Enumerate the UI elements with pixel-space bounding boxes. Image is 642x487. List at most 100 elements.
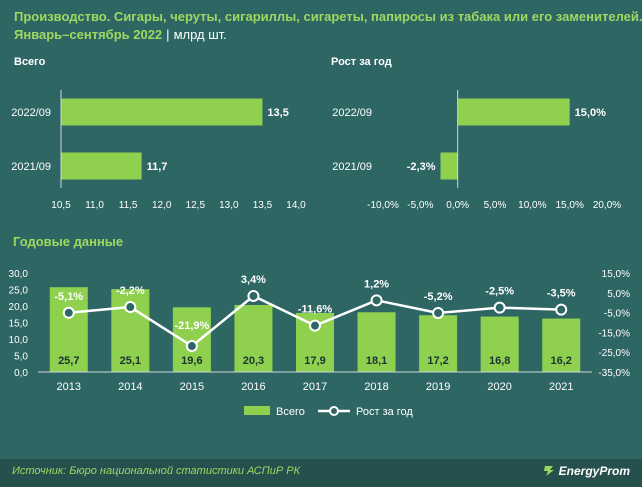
x-tick-label: 0,0% xyxy=(446,200,469,211)
growth-value-label: -3,5% xyxy=(547,288,576,300)
period-subtitle: Январь–сентябрь 2022 xyxy=(14,27,163,42)
bar-2015 xyxy=(172,307,211,372)
growth-value-label: -21,9% xyxy=(174,320,209,332)
bar-2013 xyxy=(49,287,88,372)
bar-2021/09 xyxy=(61,152,142,180)
y-right-tick-label: -15,0% xyxy=(598,328,630,339)
x-tick-label: 2020 xyxy=(487,381,511,393)
x-tick-label: 15,0% xyxy=(555,200,583,211)
bar-2022/09 xyxy=(457,98,570,126)
value-label: 11,7 xyxy=(147,161,168,173)
growth-value-label: -5,2% xyxy=(424,291,453,303)
header: Производство. Сигары, черуты, сигариллы,… xyxy=(0,0,642,46)
source-note: Источник: Бюро национальной статистики А… xyxy=(12,465,301,477)
x-tick-label: 2019 xyxy=(426,381,450,393)
category-label: 2021/09 xyxy=(11,161,51,173)
legend-line-marker xyxy=(329,406,339,416)
x-tick-label: 2017 xyxy=(303,381,327,393)
y-left-tick-label: 25,0 xyxy=(9,286,29,297)
growth-bar-chart: 2022/09 15,0% 2021/09 -2,3% -10,0% -5,0% 0,0% 5… xyxy=(332,90,621,211)
growth-point-2014 xyxy=(124,301,137,314)
brand-name: EnergyProm xyxy=(558,464,630,478)
bar-value-label: 25,1 xyxy=(120,355,141,367)
x-tick-label: 13,5 xyxy=(253,200,273,211)
separator: | xyxy=(166,27,170,42)
x-tick-label: 5,0% xyxy=(484,200,507,211)
bar-2021 xyxy=(542,318,581,372)
y-right-tick-label: -25,0% xyxy=(598,348,630,359)
growth-point-2013 xyxy=(62,306,75,319)
brand-logo: EnergyProm xyxy=(543,464,630,478)
y-right-tick-label: -35,0% xyxy=(598,368,630,379)
growth-value-label: 3,4% xyxy=(241,274,266,286)
bar-value-label: 25,7 xyxy=(58,355,79,367)
value-label: 15,0% xyxy=(575,107,606,119)
x-tick-label: 11,0 xyxy=(85,200,104,211)
legend-line-label: Рост за год xyxy=(356,406,413,418)
x-tick-label: 2013 xyxy=(57,381,81,393)
x-tick-label: 10,5 xyxy=(51,200,71,211)
growth-value-label: 1,2% xyxy=(364,278,389,290)
y-left-tick-label: 10,0 xyxy=(9,335,29,346)
x-tick-label: 10,0% xyxy=(518,200,546,211)
units-label: млрд шт. xyxy=(173,27,227,42)
growth-point-2015 xyxy=(185,340,198,353)
y-right-tick-label: -5,0% xyxy=(604,309,630,320)
annual-chart-title: Годовые данные xyxy=(13,234,124,249)
y-left-tick-label: 15,0 xyxy=(9,319,29,330)
x-tick-label: 2016 xyxy=(241,381,265,393)
y-right-tick-label: 15,0% xyxy=(602,269,630,280)
bar-value-label: 20,3 xyxy=(243,355,264,367)
x-tick-label: 2014 xyxy=(118,381,142,393)
x-tick-label: 13,0 xyxy=(219,200,239,211)
bar-2021/09 xyxy=(440,152,458,180)
legend-bar-label: Всего xyxy=(276,406,305,418)
growth-value-label: -11,6% xyxy=(298,304,332,316)
x-tick-label: 12,5 xyxy=(186,200,206,211)
bar-value-label: 19,6 xyxy=(181,355,202,367)
bar-value-label: 16,2 xyxy=(551,355,572,367)
y-left-tick-label: 20,0 xyxy=(9,302,29,313)
category-label: 2022/09 xyxy=(11,107,51,119)
bar-2020 xyxy=(480,316,519,372)
growth-value-label: -5,1% xyxy=(54,291,83,303)
x-tick-label: 12,0 xyxy=(152,200,172,211)
bar-2018 xyxy=(357,312,396,372)
x-tick-label: 20,0% xyxy=(593,200,621,211)
x-tick-label: -5,0% xyxy=(407,200,433,211)
x-tick-label: 2018 xyxy=(364,381,388,393)
growth-value-label: -2,5% xyxy=(485,286,514,298)
total-bar-chart: 2022/09 13,5 2021/09 11,7 10,5 11,0 11,5 12,0 12… xyxy=(11,90,306,211)
y-left-tick-label: 5,0 xyxy=(14,352,28,363)
bar-2016 xyxy=(234,305,273,372)
growth-point-2016 xyxy=(247,289,260,302)
growth-point-2019 xyxy=(432,306,445,319)
growth-point-2020 xyxy=(493,301,506,314)
y-right-tick-label: 5,0% xyxy=(607,289,630,300)
bar-value-label: 16,8 xyxy=(489,355,510,367)
bar-2019 xyxy=(419,315,458,372)
growth-point-2017 xyxy=(309,319,321,332)
footer: Источник: Бюро национальной статистики А… xyxy=(0,459,642,487)
bar-value-label: 18,1 xyxy=(366,355,387,367)
growth-point-2021 xyxy=(555,303,568,316)
x-tick-label: 2021 xyxy=(549,381,573,393)
growth-chart-title: Рост за год xyxy=(331,56,392,68)
category-label: 2021/09 xyxy=(332,161,372,173)
x-tick-label: 11,5 xyxy=(119,200,138,211)
growth-point-2018 xyxy=(370,294,383,307)
annual-combo-chart: 0,0 5,0 10,0 15,0 20,0 25,0 30,0 -35,0% -25,0% -1… xyxy=(9,269,631,418)
subtitle-line: Январь–сентябрь 2022 | млрд шт. xyxy=(14,27,227,42)
x-tick-label: 2015 xyxy=(180,381,204,393)
growth-value-label: -2,2% xyxy=(116,285,145,297)
energyprom-logo-icon xyxy=(543,466,554,476)
x-tick-label: 14,0 xyxy=(286,200,306,211)
value-label: 13,5 xyxy=(267,107,288,119)
y-left-tick-label: 30,0 xyxy=(9,269,29,280)
page-title: Производство. Сигары, черуты, сигариллы,… xyxy=(14,9,642,24)
category-label: 2022/09 xyxy=(332,107,372,119)
bar-2022/09 xyxy=(61,98,263,126)
total-chart-title: Всего xyxy=(14,56,46,68)
y-left-tick-label: 0,0 xyxy=(14,368,28,379)
bar-value-label: 17,2 xyxy=(427,355,448,367)
